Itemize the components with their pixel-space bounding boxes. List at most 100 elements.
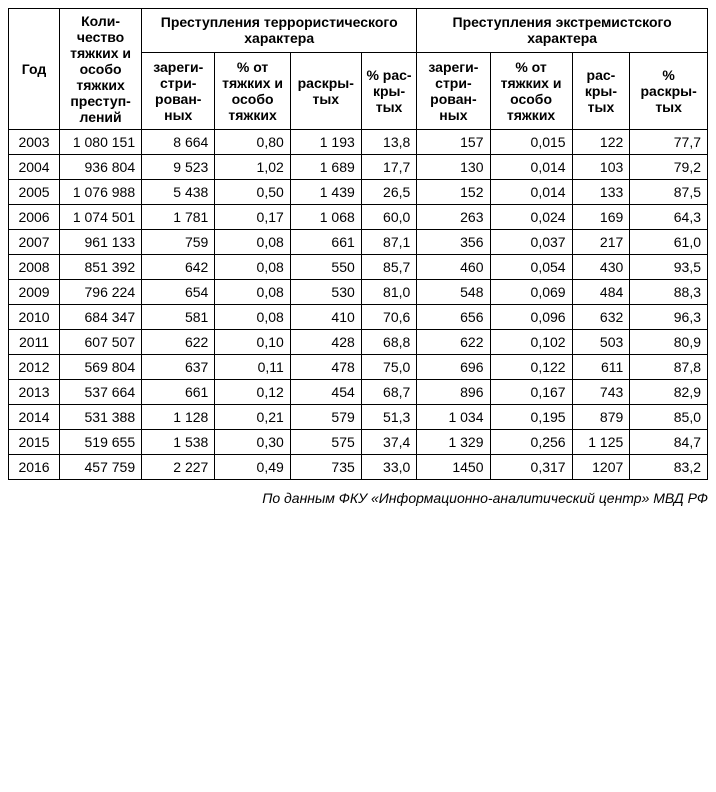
cell-t-spct: 37,4: [361, 430, 417, 455]
table-row: 20031 080 1518 6640,801 19313,81570,0151…: [9, 130, 708, 155]
cell-year: 2003: [9, 130, 60, 155]
cell-e-sol: 1 125: [572, 430, 630, 455]
cell-year: 2009: [9, 280, 60, 305]
cell-t-pct: 0,10: [215, 330, 290, 355]
cell-total: 519 655: [60, 430, 142, 455]
cell-total: 1 076 988: [60, 180, 142, 205]
cell-t-sol: 579: [290, 405, 361, 430]
cell-t-reg: 654: [142, 280, 215, 305]
cell-t-pct: 0,08: [215, 280, 290, 305]
cell-e-reg: 263: [417, 205, 490, 230]
cell-e-pct: 0,317: [490, 455, 572, 480]
cell-t-reg: 622: [142, 330, 215, 355]
cell-e-reg: 622: [417, 330, 490, 355]
cell-year: 2010: [9, 305, 60, 330]
cell-e-spct: 83,2: [630, 455, 708, 480]
cell-total: 607 507: [60, 330, 142, 355]
cell-t-spct: 68,7: [361, 380, 417, 405]
cell-year: 2005: [9, 180, 60, 205]
cell-total: 796 224: [60, 280, 142, 305]
table-header: Год Коли-чество тяжких и особо тяжких пр…: [9, 9, 708, 130]
cell-t-sol: 454: [290, 380, 361, 405]
cell-t-sol: 735: [290, 455, 361, 480]
cell-e-pct: 0,054: [490, 255, 572, 280]
table-row: 2008851 3926420,0855085,74600,05443093,5: [9, 255, 708, 280]
table-row: 2014531 3881 1280,2157951,31 0340,195879…: [9, 405, 708, 430]
col-total: Коли-чество тяжких и особо тяжких престу…: [60, 9, 142, 130]
cell-e-pct: 0,195: [490, 405, 572, 430]
cell-t-sol: 661: [290, 230, 361, 255]
cell-e-spct: 88,3: [630, 280, 708, 305]
cell-t-sol: 410: [290, 305, 361, 330]
cell-e-spct: 87,5: [630, 180, 708, 205]
col-extrem-pct-solved: % раскры-тых: [630, 52, 708, 129]
cell-t-pct: 0,08: [215, 255, 290, 280]
cell-e-reg: 548: [417, 280, 490, 305]
cell-e-reg: 896: [417, 380, 490, 405]
cell-t-sol: 478: [290, 355, 361, 380]
cell-t-reg: 2 227: [142, 455, 215, 480]
table-row: 20051 076 9885 4380,501 43926,51520,0141…: [9, 180, 708, 205]
col-terror-pct-serious: % от тяжких и особо тяжких: [215, 52, 290, 129]
cell-t-spct: 75,0: [361, 355, 417, 380]
cell-t-pct: 0,30: [215, 430, 290, 455]
cell-t-reg: 5 438: [142, 180, 215, 205]
cell-t-sol: 428: [290, 330, 361, 355]
cell-e-reg: 1 329: [417, 430, 490, 455]
cell-t-spct: 68,8: [361, 330, 417, 355]
cell-t-reg: 1 128: [142, 405, 215, 430]
cell-total: 961 133: [60, 230, 142, 255]
cell-total: 1 080 151: [60, 130, 142, 155]
cell-t-spct: 51,3: [361, 405, 417, 430]
cell-e-pct: 0,102: [490, 330, 572, 355]
cell-year: 2015: [9, 430, 60, 455]
col-terror-pct-solved: % рас-кры-тых: [361, 52, 417, 129]
cell-year: 2004: [9, 155, 60, 180]
cell-e-spct: 80,9: [630, 330, 708, 355]
table-row: 2015519 6551 5380,3057537,41 3290,2561 1…: [9, 430, 708, 455]
col-terror-registered: зареги-стри-рован-ных: [142, 52, 215, 129]
cell-year: 2011: [9, 330, 60, 355]
cell-e-spct: 79,2: [630, 155, 708, 180]
cell-t-spct: 60,0: [361, 205, 417, 230]
cell-year: 2012: [9, 355, 60, 380]
cell-year: 2014: [9, 405, 60, 430]
cell-year: 2008: [9, 255, 60, 280]
cell-e-pct: 0,096: [490, 305, 572, 330]
cell-t-pct: 0,08: [215, 305, 290, 330]
cell-e-sol: 1207: [572, 455, 630, 480]
cell-e-spct: 85,0: [630, 405, 708, 430]
cell-t-sol: 530: [290, 280, 361, 305]
cell-e-reg: 696: [417, 355, 490, 380]
cell-e-sol: 484: [572, 280, 630, 305]
cell-t-spct: 13,8: [361, 130, 417, 155]
cell-t-spct: 33,0: [361, 455, 417, 480]
cell-total: 1 074 501: [60, 205, 142, 230]
cell-t-reg: 637: [142, 355, 215, 380]
cell-e-spct: 77,7: [630, 130, 708, 155]
cell-e-reg: 130: [417, 155, 490, 180]
table-row: 2007961 1337590,0866187,13560,03721761,0: [9, 230, 708, 255]
cell-t-reg: 8 664: [142, 130, 215, 155]
cell-t-reg: 581: [142, 305, 215, 330]
table-row: 2013537 6646610,1245468,78960,16774382,9: [9, 380, 708, 405]
cell-t-reg: 9 523: [142, 155, 215, 180]
cell-t-reg: 661: [142, 380, 215, 405]
cell-t-sol: 575: [290, 430, 361, 455]
cell-total: 851 392: [60, 255, 142, 280]
cell-e-spct: 61,0: [630, 230, 708, 255]
cell-e-reg: 157: [417, 130, 490, 155]
table-row: 2010684 3475810,0841070,66560,09663296,3: [9, 305, 708, 330]
cell-t-reg: 759: [142, 230, 215, 255]
cell-e-pct: 0,014: [490, 180, 572, 205]
col-terror-group: Преступления террористического характера: [142, 9, 417, 53]
table-row: 2012569 8046370,1147875,06960,12261187,8: [9, 355, 708, 380]
cell-t-spct: 26,5: [361, 180, 417, 205]
cell-e-reg: 152: [417, 180, 490, 205]
cell-total: 569 804: [60, 355, 142, 380]
cell-e-sol: 103: [572, 155, 630, 180]
cell-e-spct: 96,3: [630, 305, 708, 330]
col-terror-solved: раскры-тых: [290, 52, 361, 129]
cell-e-sol: 743: [572, 380, 630, 405]
cell-t-pct: 0,12: [215, 380, 290, 405]
